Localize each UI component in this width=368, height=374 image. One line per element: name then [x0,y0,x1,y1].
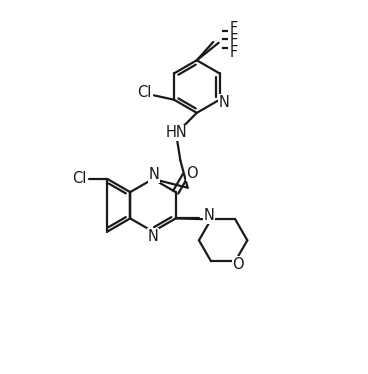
Text: N: N [149,167,159,182]
Text: O: O [232,257,244,272]
Text: F: F [229,21,237,36]
Text: O: O [186,166,198,181]
Text: HN: HN [166,125,188,141]
Text: N: N [148,229,158,244]
Text: F: F [229,33,237,48]
Text: N: N [204,208,215,223]
Text: F: F [229,46,237,61]
Text: N: N [219,95,229,110]
Text: Cl: Cl [72,171,86,187]
Text: Cl: Cl [138,85,152,100]
